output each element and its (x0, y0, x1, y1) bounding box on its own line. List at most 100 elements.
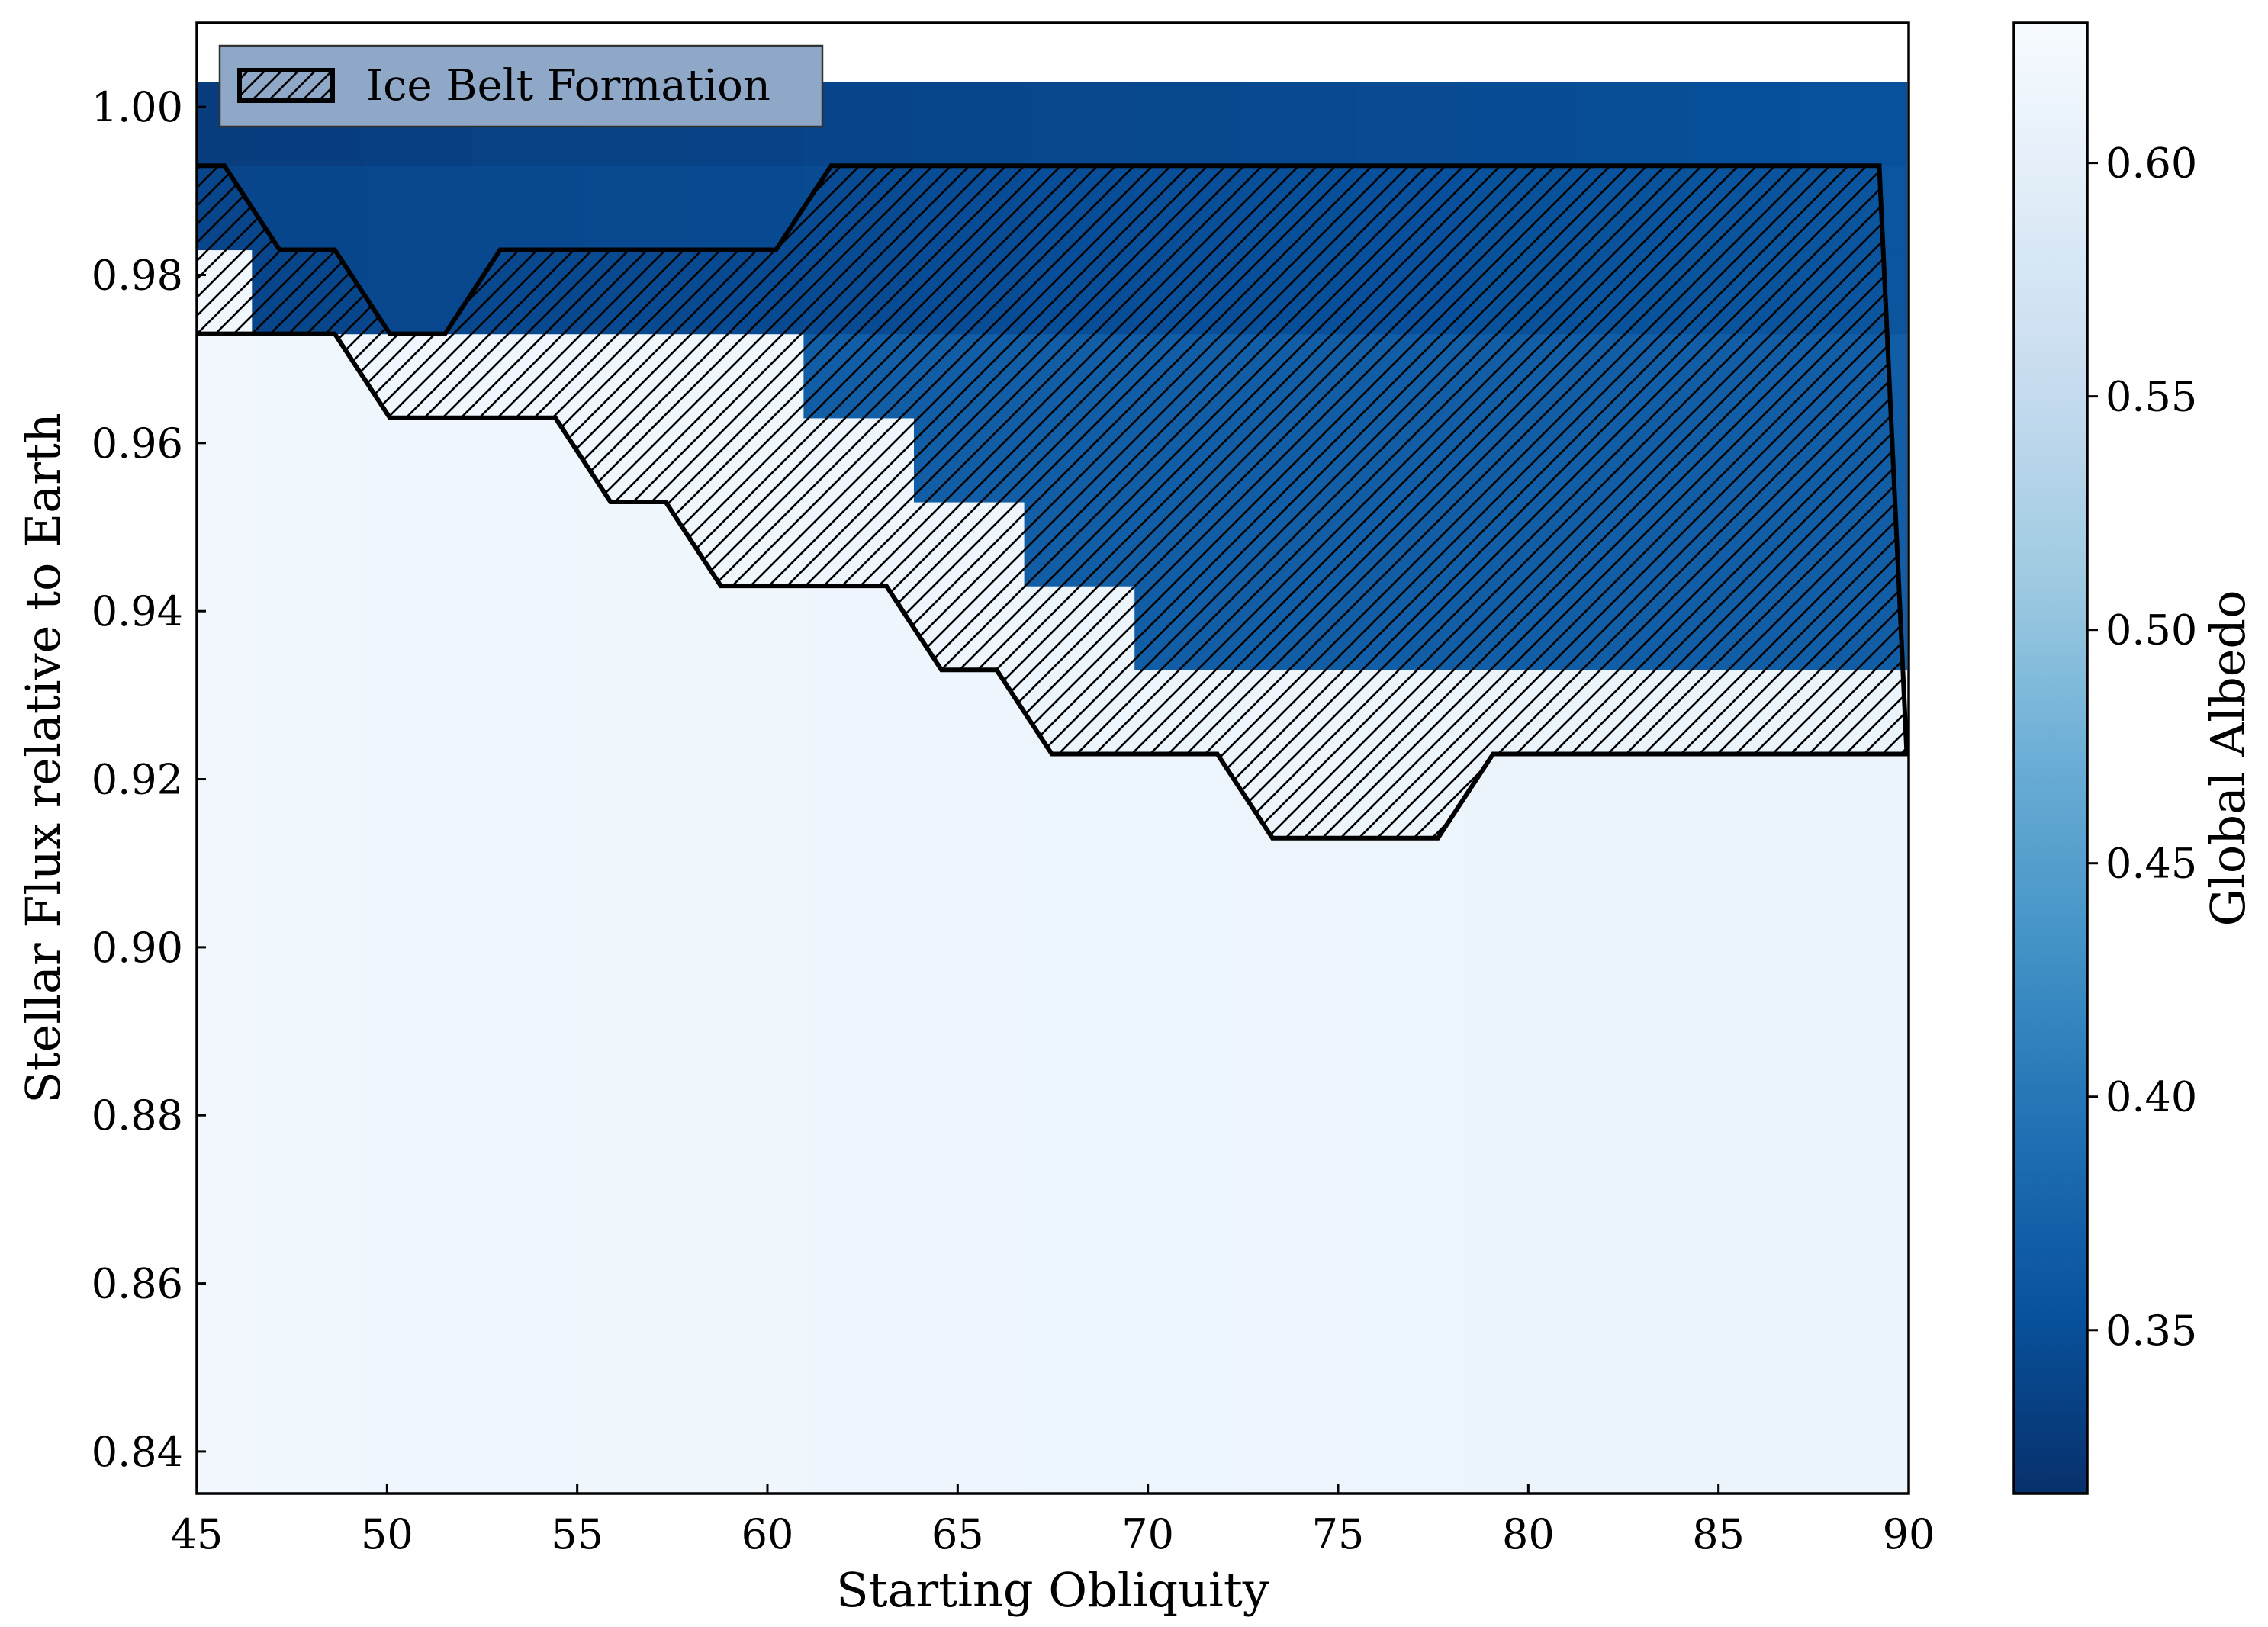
heatmap-cell (1134, 921, 1246, 1007)
heatmap-cell (362, 586, 474, 670)
heatmap-cell (472, 501, 584, 587)
heatmap-cell (362, 417, 474, 503)
heatmap-cell (1024, 1426, 1135, 1494)
heatmap-cell (913, 82, 1025, 166)
y-tick-label: 0.86 (92, 1260, 183, 1308)
colorbar-tick-label: 0.55 (2106, 373, 2197, 421)
heatmap-cell (197, 921, 253, 1007)
x-tick-label: 80 (1502, 1510, 1555, 1558)
heatmap-cell (1024, 754, 1135, 839)
heatmap-cell (1465, 82, 1577, 166)
colorbar-ticks: 0.35 0.40 0.45 0.50 0.55 0.60 (2087, 140, 2197, 1355)
heatmap-cell (803, 1258, 915, 1343)
heatmap-cell (1244, 1426, 1356, 1494)
colorbar-gradient (2012, 21, 2089, 1495)
heatmap-cell (252, 586, 363, 670)
y-axis: 0.84 0.86 0.88 0.90 0.92 0.94 0.96 0.98 1.00 (92, 83, 206, 1476)
heatmap-cell (1796, 1426, 1908, 1494)
heatmap-cell (583, 1258, 694, 1343)
heatmap-cell (197, 1006, 253, 1091)
heatmap-cell (472, 1174, 584, 1259)
heatmap-cell (362, 1090, 474, 1175)
heatmap-cell (1575, 921, 1687, 1007)
ice-belt-region (197, 163, 1909, 841)
heatmap-cell (252, 417, 363, 503)
heatmap-cell (583, 1426, 694, 1494)
heatmap-cell (1686, 82, 1797, 166)
heatmap-cell (1465, 1006, 1577, 1091)
heatmap-cell (1465, 1174, 1577, 1259)
y-tick-label: 0.88 (92, 1092, 183, 1140)
heatmap-cell (583, 921, 694, 1007)
heatmap-cell (803, 1426, 915, 1494)
legend-swatch-hatch (237, 68, 335, 103)
heatmap-cell (1024, 838, 1135, 923)
heatmap-cell (362, 1342, 474, 1427)
heatmap-cell (803, 838, 915, 923)
heatmap-cell (803, 670, 915, 755)
heatmap-cell (1134, 1342, 1246, 1427)
heatmap-cell (1686, 921, 1797, 1007)
heatmap-cell (1796, 1006, 1908, 1091)
heatmap-cell (1686, 1006, 1797, 1091)
heatmap-cell (197, 670, 253, 755)
y-tick-label: 0.96 (92, 420, 183, 468)
heatmap-cell (1134, 1258, 1246, 1343)
heatmap-cell (472, 166, 584, 251)
colorbar-tick-label: 0.35 (2106, 1307, 2197, 1355)
heatmap-cell (362, 754, 474, 839)
x-tick-label: 85 (1692, 1510, 1745, 1558)
heatmap-cell (1134, 838, 1246, 923)
heatmap-cell (362, 1006, 474, 1091)
heatmap-cell (197, 501, 253, 587)
y-tick-label: 0.98 (92, 252, 183, 300)
x-axis: 45 50 55 60 65 70 75 80 85 90 (171, 1484, 1935, 1558)
heatmap-cell (913, 838, 1025, 923)
heatmap-cell (1796, 1342, 1908, 1427)
heatmap-cell (1796, 838, 1908, 923)
heatmap-cell (472, 1090, 584, 1175)
x-tick-label: 65 (931, 1510, 984, 1558)
heatmap-cell (1575, 1258, 1687, 1343)
heatmap-cell (1355, 1426, 1466, 1494)
heatmap-cell (913, 921, 1025, 1007)
heatmap-cell (1244, 82, 1356, 166)
heatmap-cell (252, 838, 363, 923)
heatmap-cell (583, 586, 694, 670)
heatmap-cell (1024, 1174, 1135, 1259)
heatmap-cell (362, 1258, 474, 1343)
heatmap-cell (803, 1006, 915, 1091)
heatmap-cell (1796, 1258, 1908, 1343)
heatmap-cell (1355, 82, 1466, 166)
heatmap-cell (1355, 921, 1466, 1007)
heatmap-cell (252, 921, 363, 1007)
heatmap-cell (1024, 921, 1135, 1007)
heatmap-cell (1465, 921, 1577, 1007)
heatmap-cell (693, 921, 804, 1007)
heatmap-cell (472, 754, 584, 839)
heatmap-cell (1686, 754, 1797, 839)
heatmap-cell (1134, 1006, 1246, 1091)
heatmap-cell (197, 1258, 253, 1343)
heatmap-cell (252, 754, 363, 839)
heatmap-cell (1355, 1006, 1466, 1091)
heatmap-cell (1796, 921, 1908, 1007)
heatmap-cell (693, 586, 804, 670)
heatmap-cell (1024, 1006, 1135, 1091)
heatmap-cell (362, 166, 474, 251)
heatmap-cell (252, 1090, 363, 1175)
heatmap-cell (1465, 1090, 1577, 1175)
heatmap-cell (913, 1426, 1025, 1494)
heatmap-cell (803, 754, 915, 839)
heatmap-cell (1575, 1342, 1687, 1427)
y-tick-label: 1.00 (92, 83, 183, 131)
heatmap-cell (252, 501, 363, 587)
heatmap-cell (583, 838, 694, 923)
heatmap-cell (583, 1174, 694, 1259)
heatmap-cell (1575, 754, 1687, 839)
heatmap-cell (1575, 1090, 1687, 1175)
heatmap-cell (1575, 82, 1687, 166)
heatmap-cell (1465, 1342, 1577, 1427)
heatmap-cell (197, 1426, 253, 1494)
y-tick-label: 0.92 (92, 756, 183, 804)
